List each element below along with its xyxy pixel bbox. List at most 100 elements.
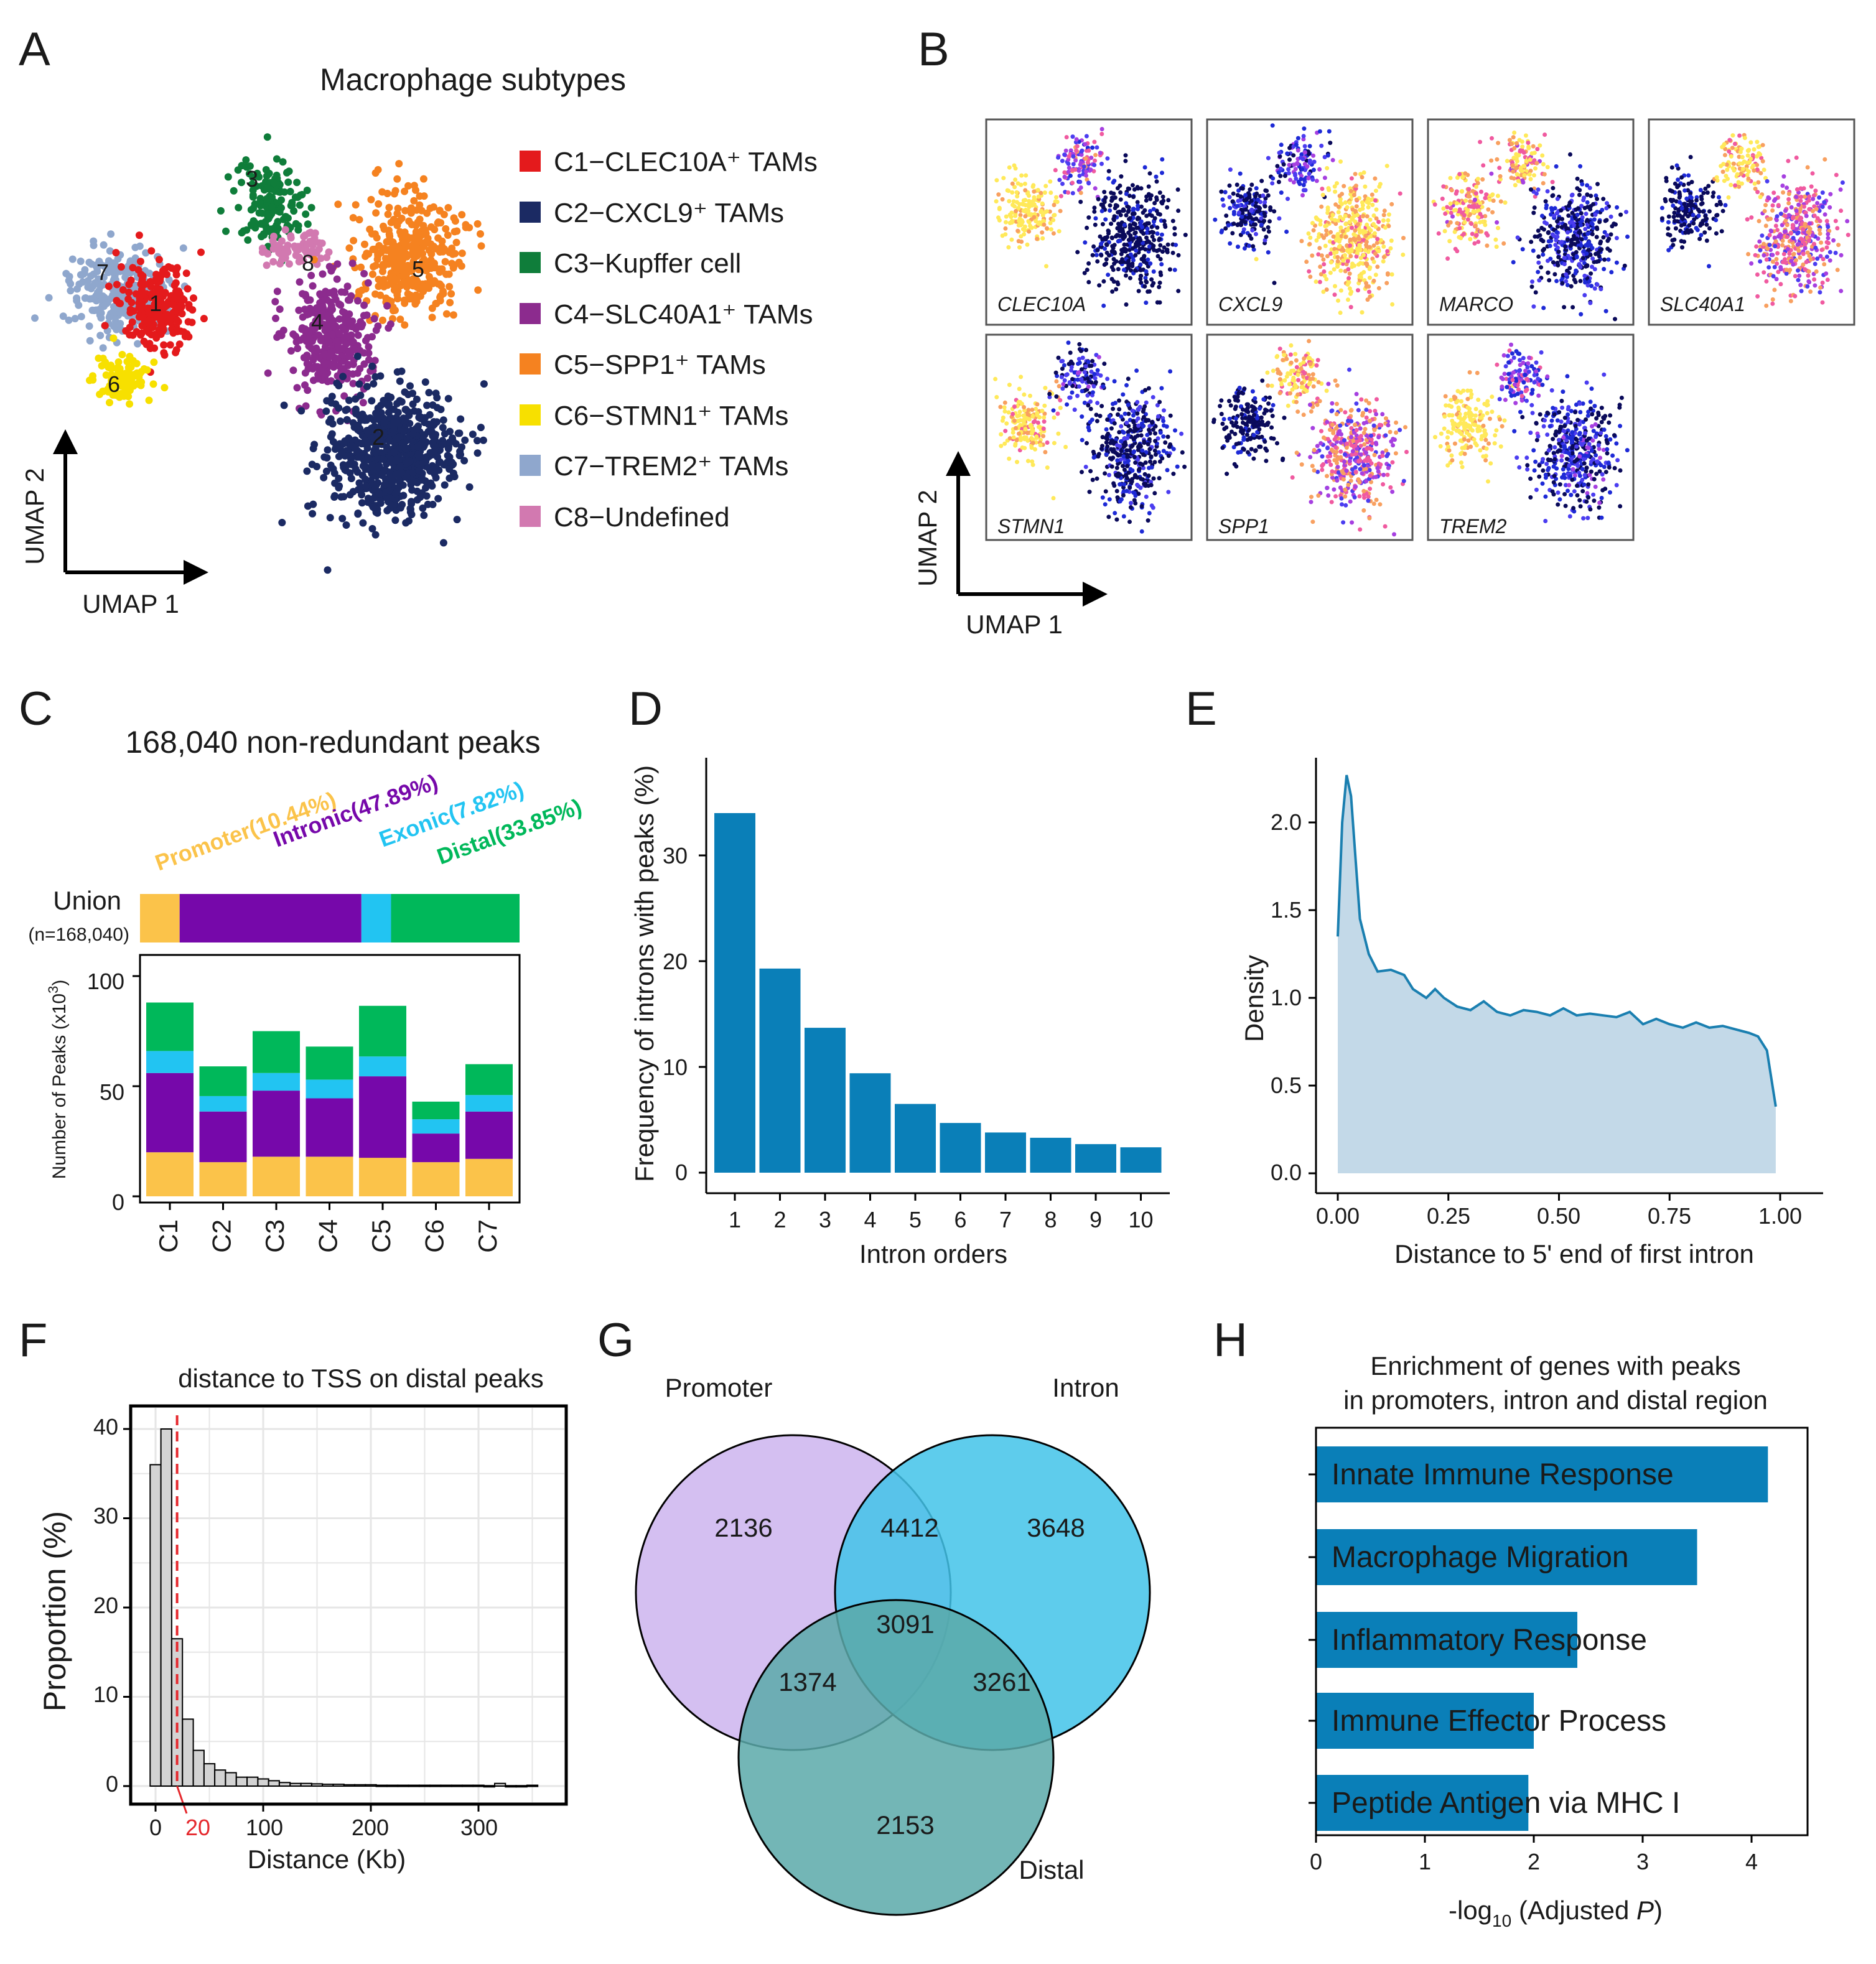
feature-point: [1775, 214, 1780, 219]
umap-point: [309, 510, 317, 518]
umap-point: [278, 204, 285, 212]
feature-point: [1745, 217, 1750, 222]
feature-point: [1126, 259, 1131, 264]
feature-point: [1108, 208, 1113, 213]
feature-point: [1022, 182, 1027, 186]
feature-point: [1509, 175, 1514, 180]
legend-swatch-c6: [520, 404, 541, 426]
feature-point: [1064, 135, 1069, 139]
feature-point: [1528, 157, 1533, 162]
umap-point: [449, 311, 457, 319]
umap-point: [397, 503, 405, 511]
feature-point: [1609, 270, 1614, 274]
umap-point: [150, 358, 158, 366]
feature-point: [1353, 238, 1358, 243]
umap-point: [110, 322, 118, 330]
umap-point: [449, 434, 456, 442]
feature-point: [1531, 248, 1536, 253]
feature-point: [1547, 278, 1552, 282]
umap-point: [281, 188, 289, 196]
feature-point: [1737, 133, 1742, 138]
feature-point: [1104, 257, 1109, 262]
feature-point: [1328, 141, 1333, 146]
feature-point: [1346, 276, 1351, 281]
feature-point: [1381, 244, 1386, 249]
umap-point: [423, 262, 431, 270]
feature-point: [1340, 229, 1345, 234]
umap-point: [263, 133, 271, 141]
feature-point: [1314, 279, 1318, 284]
feature-point: [1511, 135, 1516, 140]
feature-point: [1040, 213, 1045, 218]
feature-point: [1110, 197, 1115, 202]
feature-point: [1820, 190, 1825, 195]
feature-point: [1023, 198, 1028, 203]
feature-point: [1753, 253, 1758, 258]
feature-point: [1554, 279, 1559, 284]
feature-point: [1490, 193, 1495, 198]
feature-point: [1705, 190, 1710, 195]
feature-point: [1624, 210, 1628, 215]
umap-point: [396, 315, 404, 323]
umap-point: [142, 326, 151, 334]
umap-point: [264, 250, 272, 258]
umap-point: [126, 353, 134, 361]
feature-point: [1495, 193, 1500, 198]
feature-point: [1559, 208, 1564, 213]
feature-point: [1746, 176, 1751, 181]
feature-point: [1286, 171, 1291, 175]
umap-point: [320, 350, 329, 358]
feature-point: [1666, 248, 1671, 253]
umap-point: [263, 172, 271, 180]
umap-point: [477, 424, 485, 432]
feature-point: [1073, 167, 1078, 172]
feature-point: [1762, 253, 1766, 258]
feature-point: [1720, 169, 1725, 174]
feature-point: [1544, 221, 1549, 226]
umap-point: [395, 160, 403, 168]
umap-point: [318, 240, 326, 247]
feature-point: [1032, 189, 1037, 194]
feature-point: [1114, 287, 1119, 292]
feature-point: [1811, 197, 1816, 202]
feature-point: [1389, 238, 1394, 243]
feature-point: [1765, 179, 1770, 184]
feature-point: [1295, 161, 1300, 165]
feature-point: [1075, 144, 1080, 149]
feature-point: [1582, 205, 1587, 210]
feature-point: [1124, 201, 1129, 206]
feature-point: [1084, 134, 1089, 139]
umap-point: [287, 232, 295, 240]
feature-point: [1784, 271, 1789, 276]
feature-point: [1694, 198, 1699, 203]
umap-point: [370, 379, 378, 388]
feature-point: [1797, 273, 1802, 278]
umap-point: [306, 238, 314, 246]
feature-point: [1470, 231, 1475, 236]
feature-point: [1374, 207, 1379, 212]
umap-point: [134, 266, 142, 274]
feature-point: [1546, 230, 1551, 235]
feature-point: [1496, 226, 1500, 230]
feature-point: [1346, 280, 1351, 285]
feature-point: [1041, 218, 1046, 223]
feature-point: [1671, 215, 1676, 220]
feature-point: [1267, 219, 1272, 224]
umap-point: [328, 430, 336, 438]
umap-point: [360, 301, 368, 309]
feature-point: [1045, 226, 1049, 231]
umap-point: [337, 417, 344, 425]
feature-point: [1714, 203, 1719, 207]
umap-point: [363, 374, 371, 382]
feature-point: [1118, 197, 1123, 202]
feature-point: [1342, 184, 1346, 188]
feature-point: [1374, 240, 1379, 245]
feature-point: [1556, 245, 1560, 250]
umap-point: [363, 333, 371, 342]
feature-point: [1228, 167, 1233, 172]
umap-point: [350, 236, 358, 244]
feature-point: [1474, 184, 1478, 189]
feature-point: [1044, 209, 1049, 214]
umap-point: [355, 287, 363, 296]
feature-point: [1454, 201, 1459, 206]
